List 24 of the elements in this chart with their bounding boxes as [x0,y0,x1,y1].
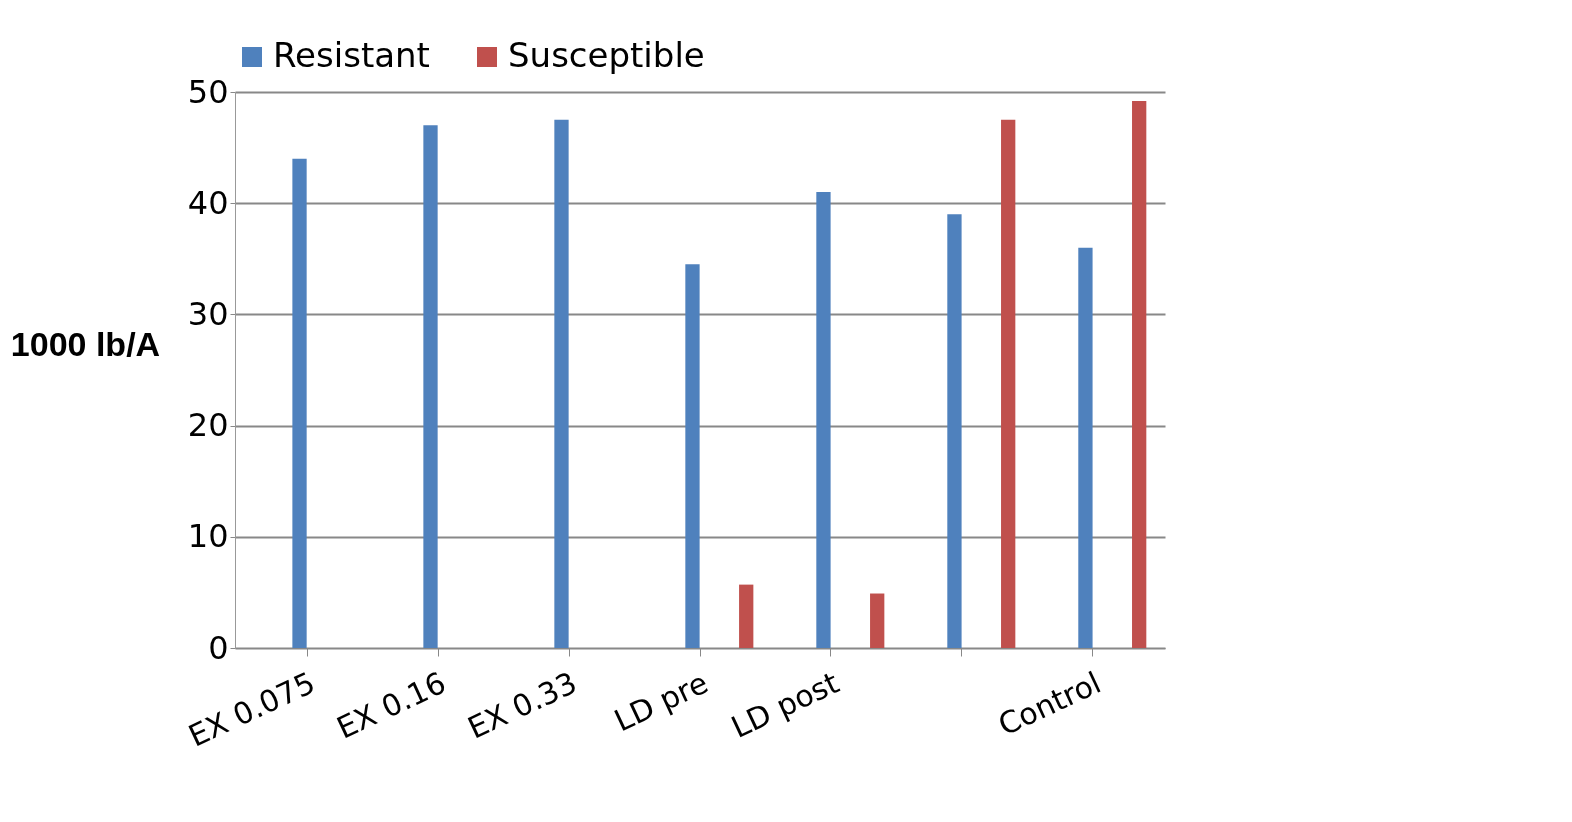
legend-label: Resistant [273,35,430,75]
y-tick-label: 0 [208,628,229,667]
x-tick-label: LD pre [609,664,714,739]
y-tick-label: 20 [187,406,229,445]
legend-label: Susceptible [508,35,705,75]
x-tick-label: EX 0.33 [462,664,583,746]
bar [292,158,307,648]
bar [947,214,962,648]
y-axis-title: 1000 lb/A [10,324,161,363]
x-tick-label: LD post [725,664,845,745]
y-tick-label: 30 [187,294,229,333]
bar [423,125,438,648]
x-tick-label: EX 0.16 [331,664,452,746]
y-tick-label: 40 [187,183,229,222]
bar [739,584,754,648]
y-tick-label: 10 [187,517,229,556]
bar [1001,119,1016,648]
bar [816,192,831,648]
y-tick-label: 50 [187,72,229,111]
bar [554,119,569,648]
bar [870,593,885,648]
bar [1132,100,1147,648]
bar [1078,247,1093,648]
bar [685,264,700,648]
